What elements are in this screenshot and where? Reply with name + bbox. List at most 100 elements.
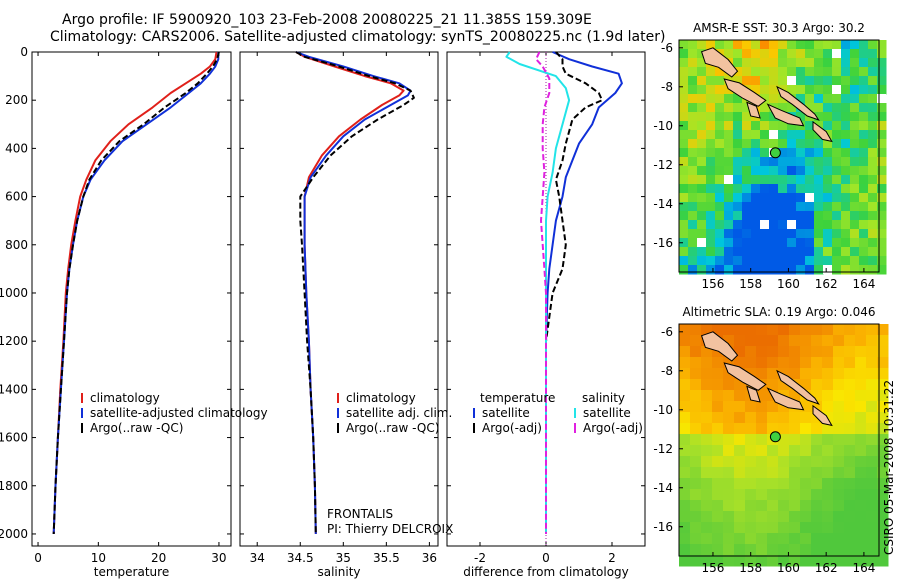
sla_map-cell [866, 335, 878, 347]
sla_map-cell [679, 445, 691, 457]
sla_map-cell [844, 368, 856, 380]
sla_map-cell [778, 412, 790, 424]
sst_map-cell [706, 157, 716, 167]
sla_map-cell [833, 555, 845, 567]
sst_map-cell [805, 103, 815, 113]
sst_map-cell [823, 103, 833, 113]
sst_map-cell [796, 130, 806, 140]
sst_map-cell [778, 256, 788, 266]
sla_map-cell [734, 533, 746, 545]
sst_map-cell [778, 148, 788, 158]
sla_map-cell [701, 467, 713, 479]
sst_map-cell [850, 94, 860, 104]
sla_map-cell [855, 511, 867, 523]
difference-series-line-3 [535, 51, 551, 534]
sla_map-cell [734, 434, 746, 446]
sst_map-cell [796, 175, 806, 185]
sst_map-cell [751, 238, 761, 248]
temperature-xtick-label: 30 [211, 551, 226, 565]
sst_map-cell [859, 49, 869, 59]
sst_map-cell [823, 58, 833, 68]
sla_map-cell [756, 390, 768, 402]
sla_map-cell [822, 544, 834, 556]
sst_map-cell [688, 220, 698, 230]
sla_map-island [746, 385, 761, 403]
sst_map-cell [877, 49, 887, 59]
sst_map-cell [868, 85, 878, 95]
sst_map-cell [868, 166, 878, 176]
sst_map-cell [679, 76, 689, 86]
sla_map-cell [756, 489, 768, 501]
sla_map-cell [789, 346, 801, 358]
sst_map-cell [805, 139, 815, 149]
sst_map-cell [715, 193, 725, 203]
sst_map-cell [769, 139, 779, 149]
sst_map-cell [679, 256, 689, 266]
sla_map-cell [745, 324, 757, 336]
sla_map-cell [866, 324, 878, 336]
sst_map-cell [688, 175, 698, 185]
salinity-annotation-pi: PI: Thierry DELCROIX [327, 522, 453, 536]
difference-legend-salt-title: salinity [582, 391, 625, 405]
sst_map-cell [769, 229, 779, 239]
sst_map-ytick-label: -10 [653, 119, 673, 133]
sla_map-cell [767, 379, 779, 391]
sst_map-cell [751, 148, 761, 158]
sla_map-cell [877, 500, 889, 512]
sst_map-cell [760, 94, 770, 104]
sla_map-cell [789, 423, 801, 435]
sst_map-cell [832, 40, 842, 50]
sla_map-cell [789, 511, 801, 523]
sst_map-cell [850, 67, 860, 77]
figure-title-line1: Argo profile: IF 5900920_103 23-Feb-2008… [62, 12, 592, 28]
sst_map-cell [697, 103, 707, 113]
sst_map-cell [850, 112, 860, 122]
sla_map-cell [800, 434, 812, 446]
sla_map-cell [690, 555, 702, 567]
sst_map-cell [688, 85, 698, 95]
sst_map-cell [697, 76, 707, 86]
sst_map-cell [841, 121, 851, 131]
sst_map-cell [841, 67, 851, 77]
sst_map-cell [877, 67, 887, 77]
sla_map-cell [778, 467, 790, 479]
sla_map-cell [778, 379, 790, 391]
sla_map-cell [800, 456, 812, 468]
sst_map-cell [832, 58, 842, 68]
sla_map-cell [789, 412, 801, 424]
sla_map-cell [822, 346, 834, 358]
sst_map-cell [859, 40, 869, 50]
sst_map-cell [778, 202, 788, 212]
sst_map-cell [742, 211, 752, 221]
sst_map-cell [814, 94, 824, 104]
sla_map-cell [789, 335, 801, 347]
sla_map-cell [877, 467, 889, 479]
sst_map-cell [877, 238, 887, 248]
sla_map-cell [833, 522, 845, 534]
sst_map-cell [787, 193, 797, 203]
sla_map-cell [877, 423, 889, 435]
sla_map-cell [701, 390, 713, 402]
sst_map-cell [868, 67, 878, 77]
sst_map-cell [868, 58, 878, 68]
sst_map-cell [679, 67, 689, 77]
sla_map-island [812, 404, 833, 427]
sst_map-cell [724, 220, 734, 230]
sla_map-cell [734, 445, 746, 457]
sst_map-cell [877, 130, 887, 140]
sla_map-cell [833, 346, 845, 358]
sla_map-cell [866, 401, 878, 413]
sla_map-cell [877, 533, 889, 545]
sla_map-cell [734, 412, 746, 424]
sst_map-cell [823, 184, 833, 194]
sla_map-cell [811, 533, 823, 545]
sst_map-cell [850, 247, 860, 257]
sst_map-island [766, 103, 805, 127]
sst_map-cell [724, 103, 734, 113]
sst_map-cell [814, 58, 824, 68]
sla_map-cell [712, 324, 724, 336]
sst_map-cell [697, 40, 707, 50]
sla_map-cell [701, 357, 713, 369]
temperature-xtick-label: 20 [151, 551, 166, 565]
sla_map-cell [822, 335, 834, 347]
